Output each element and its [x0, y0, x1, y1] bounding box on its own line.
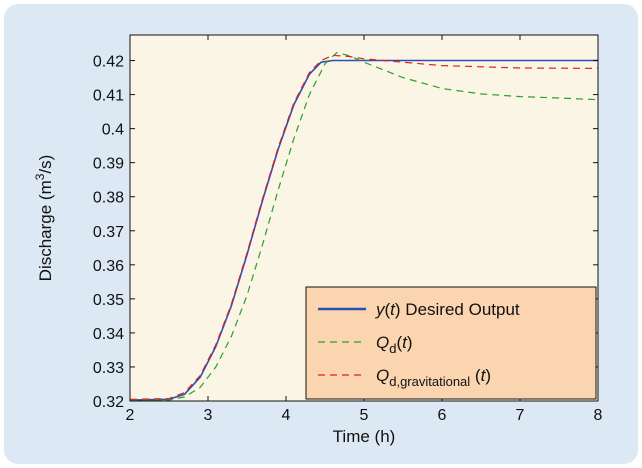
- x-tick-label-2: 4: [282, 407, 291, 424]
- y-axis-title-tail: /s): [36, 155, 55, 174]
- y-tick-label-8: 0.4: [102, 122, 124, 139]
- discharge-chart: 2 3 4 5 6 7 8 0.32 0.33 0.34 0.35 0.36 0.37 0.38 0.39 0…: [33, 34, 603, 446]
- x-tick-label-4: 6: [438, 407, 447, 424]
- y-tick-label-6: 0.38: [93, 190, 124, 207]
- legend-label-0: y(t) Desired Output: [375, 300, 520, 319]
- legend-label-1-part-0: Q: [376, 333, 389, 352]
- y-tick-label-3: 0.35: [93, 292, 124, 309]
- y-tick-label-2: 0.34: [93, 326, 124, 343]
- legend-box: [305, 286, 597, 400]
- x-axis-title: Time (h): [333, 427, 396, 446]
- x-tick-label-0: 2: [126, 407, 135, 424]
- y-axis-title-sup: 3: [33, 173, 47, 180]
- legend-label-2-part-0: Q: [376, 366, 389, 385]
- legend-label-1-part-2: (: [396, 333, 402, 352]
- y-axis-title-base: Discharge (m: [36, 180, 55, 281]
- legend-label-1-part-1: d: [389, 341, 396, 356]
- y-tick-label-7: 0.39: [93, 156, 124, 173]
- legend-label-2-part-1: d,gravitational: [389, 374, 470, 389]
- legend-label-1: Qd(t): [376, 333, 413, 356]
- x-tick-label-6: 8: [594, 407, 603, 424]
- legend-label-2-part-2: (: [470, 366, 481, 385]
- legend-label-1-part-3: t: [402, 333, 408, 352]
- series-line-2: [130, 54, 598, 400]
- legend-label-1-part-4: ): [407, 333, 413, 352]
- y-axis-title: Discharge (m3/s): [33, 155, 55, 282]
- y-tick-label-4: 0.36: [93, 258, 124, 275]
- x-tick-label-1: 3: [204, 407, 213, 424]
- y-tick-label-5: 0.37: [93, 224, 124, 241]
- legend-label-0-part-0: y: [375, 300, 386, 319]
- legend-label-0-part-2: t: [390, 300, 396, 319]
- y-tick-label-0: 0.32: [93, 394, 124, 411]
- figure-panel: 2 3 4 5 6 7 8 0.32 0.33 0.34 0.35 0.36 0.37 0.38 0.39 0…: [4, 4, 638, 464]
- y-tick-label-9: 0.41: [93, 88, 124, 105]
- y-tick-label-10: 0.42: [93, 54, 124, 71]
- x-tick-label-5: 7: [516, 407, 525, 424]
- legend-label-2-part-4: ): [485, 366, 491, 385]
- legend-label-0-part-3: ) Desired Output: [395, 300, 520, 319]
- legend-label-0-part-1: (: [385, 300, 391, 319]
- y-tick-label-1: 0.33: [93, 360, 124, 377]
- series-line-1: [130, 52, 598, 401]
- legend-label-2-part-3: t: [481, 366, 487, 385]
- legend-label-2: Qd,gravitational (t): [376, 366, 491, 389]
- x-tick-label-3: 5: [360, 407, 369, 424]
